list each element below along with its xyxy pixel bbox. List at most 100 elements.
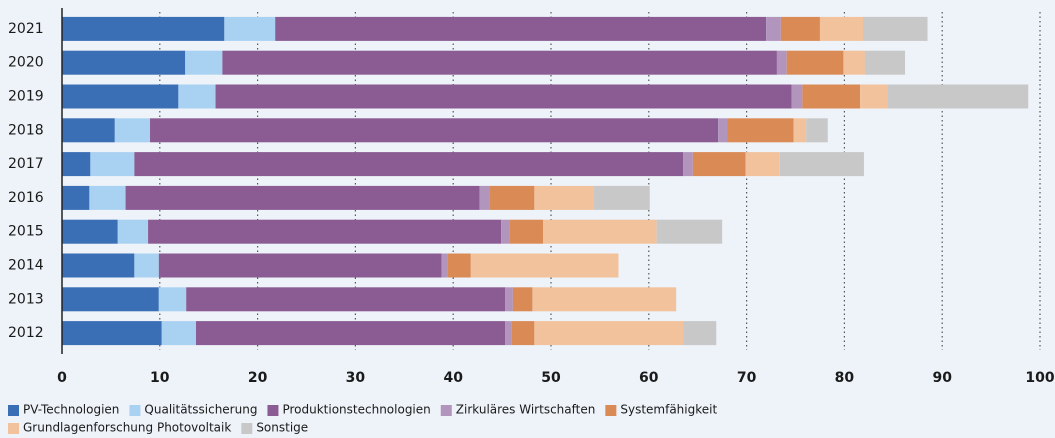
x-tick-label: 10 xyxy=(150,370,170,386)
bar-segment xyxy=(505,321,512,346)
bar-segment xyxy=(843,50,865,75)
y-tick-label: 2014 xyxy=(8,258,44,274)
bar-segment xyxy=(62,50,186,75)
bar-segment xyxy=(125,185,480,210)
bar-segment xyxy=(532,287,677,312)
legend-label: Produktionstechnologien xyxy=(282,403,430,417)
x-tick-label: 50 xyxy=(541,370,561,386)
bar-segment xyxy=(766,16,781,41)
bar-segment xyxy=(117,219,149,244)
bar-segment xyxy=(780,16,820,41)
bar-segment xyxy=(158,253,442,278)
legend-swatch xyxy=(605,405,617,416)
legend-swatch xyxy=(440,405,452,416)
bar-segment xyxy=(222,50,777,75)
bar-segment xyxy=(89,185,126,210)
bar-segment xyxy=(447,253,471,278)
bar-segment xyxy=(511,321,535,346)
legend-swatch xyxy=(8,405,19,416)
bar-segment xyxy=(860,84,888,109)
y-tick-label: 2017 xyxy=(8,156,44,172)
bar-segment xyxy=(819,16,863,41)
bar-segment xyxy=(441,253,448,278)
y-tick-label: 2021 xyxy=(8,21,44,37)
bar-segment xyxy=(178,84,216,109)
bar-segment xyxy=(745,152,780,177)
legend-swatch xyxy=(129,405,141,416)
y-tick-label: 2018 xyxy=(8,122,44,138)
bar-segment xyxy=(134,253,159,278)
bar-segment xyxy=(887,84,1029,109)
y-tick-label: 2012 xyxy=(8,325,44,341)
bar-segment xyxy=(683,321,717,346)
bar-segment xyxy=(683,152,693,177)
bar-segment xyxy=(215,84,792,109)
bar-segment xyxy=(62,152,91,177)
bar-segment xyxy=(864,50,906,75)
bar-segment xyxy=(186,287,506,312)
bar-segment xyxy=(505,287,513,312)
x-tick-label: 90 xyxy=(932,370,952,386)
y-tick-label: 2020 xyxy=(8,55,44,71)
bar-segment xyxy=(150,118,719,143)
x-tick-label: 100 xyxy=(1025,370,1054,386)
legend-label: Zirkuläres Wirtschaften xyxy=(456,403,596,417)
x-tick-label: 20 xyxy=(248,370,268,386)
y-tick-label: 2019 xyxy=(8,89,44,105)
bar-segment xyxy=(90,152,135,177)
bar-segment xyxy=(62,118,115,143)
bar-segment xyxy=(62,185,90,210)
x-tick-label: 0 xyxy=(57,370,67,386)
bar-segment xyxy=(161,321,196,346)
bar-segment xyxy=(470,253,619,278)
y-tick-label: 2016 xyxy=(8,190,44,206)
x-tick-label: 60 xyxy=(639,370,659,386)
bar-segment xyxy=(793,118,807,143)
x-tick-label: 40 xyxy=(443,370,463,386)
x-tick-label: 30 xyxy=(346,370,366,386)
bar-segment xyxy=(727,118,794,143)
bar-segment xyxy=(802,84,861,109)
legend-label: PV-Technologien xyxy=(23,403,119,417)
bar-segment xyxy=(656,219,723,244)
bar-segment xyxy=(62,84,179,109)
x-tick-label: 70 xyxy=(737,370,757,386)
bar-segment xyxy=(114,118,151,143)
y-tick-label: 2015 xyxy=(8,224,44,240)
bar-segment xyxy=(543,219,657,244)
bar-segment xyxy=(594,185,650,210)
bar-segment xyxy=(134,152,684,177)
bar-segment xyxy=(692,152,746,177)
bar-segment xyxy=(718,118,728,143)
bar-segment xyxy=(62,16,225,41)
x-tick-label: 80 xyxy=(835,370,855,386)
legend-swatch xyxy=(267,405,279,416)
legend-label: Grundlagenforschung Photovoltaik xyxy=(23,421,231,435)
bar-segment xyxy=(534,185,595,210)
bar-segment xyxy=(489,185,535,210)
bar-segment xyxy=(62,287,159,312)
bar-segment xyxy=(224,16,276,41)
legend-swatch xyxy=(8,423,19,434)
bar-segment xyxy=(62,253,135,278)
bar-segment xyxy=(862,16,928,41)
bar-segment xyxy=(779,152,864,177)
bar-segment xyxy=(534,321,684,346)
bar-segment xyxy=(62,321,162,346)
bar-segment xyxy=(791,84,803,109)
bar-segment xyxy=(786,50,844,75)
bar-segment xyxy=(185,50,223,75)
bar-segment xyxy=(148,219,502,244)
bar-segment xyxy=(509,219,544,244)
bar-segment xyxy=(195,321,506,346)
bar-segment xyxy=(158,287,187,312)
bar-segment xyxy=(806,118,828,143)
bar-segment xyxy=(776,50,787,75)
bar-segment xyxy=(501,219,510,244)
legend-label: Systemfähigkeit xyxy=(620,403,717,417)
bar-segment xyxy=(512,287,533,312)
legend-swatch xyxy=(241,423,253,434)
y-tick-label: 2013 xyxy=(8,291,44,307)
legend-label: Qualitätssicherung xyxy=(144,403,257,417)
